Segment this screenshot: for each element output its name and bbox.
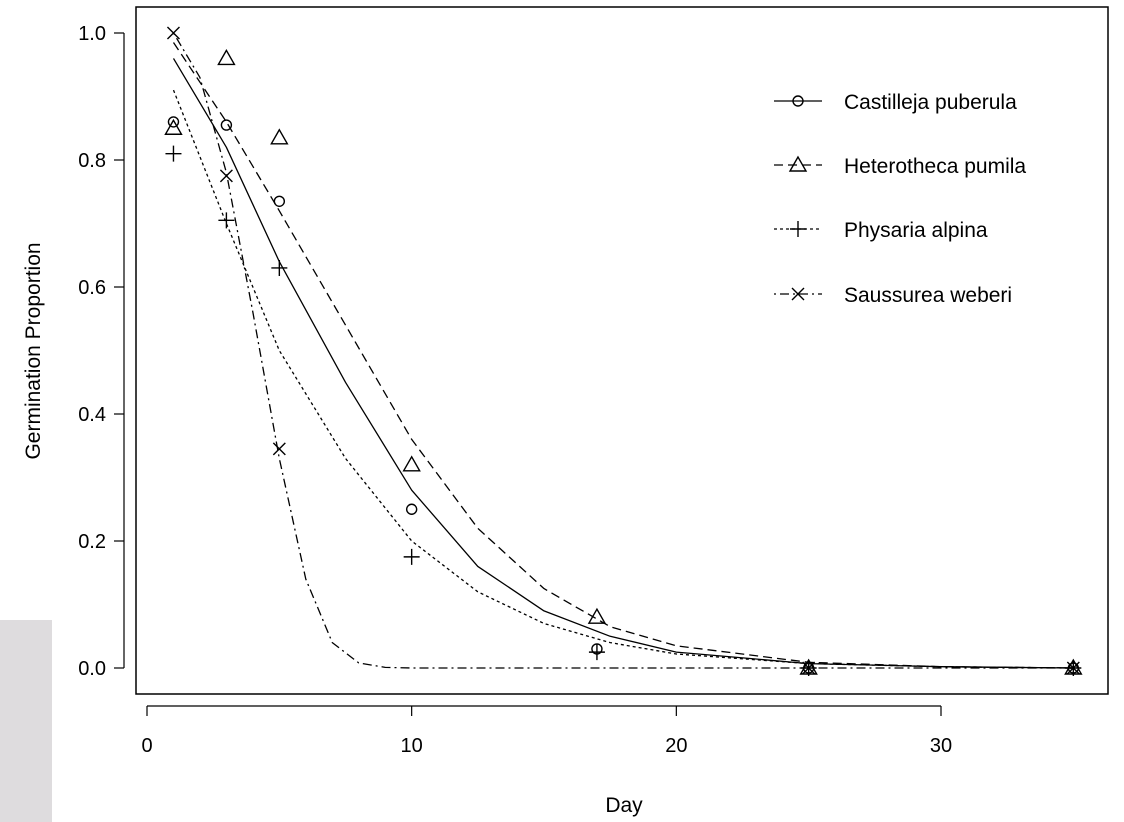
fit-curve-saussurea-weberi xyxy=(172,32,1074,669)
gray-background-block xyxy=(0,620,52,822)
legend-item-heterotheca-pumila: Heterotheca pumila xyxy=(774,155,1026,178)
y-axis-title: Germination Proportion xyxy=(22,242,45,459)
data-point-castilleja-puberula-1 xyxy=(220,119,233,131)
data-point-heterotheca-pumila-2 xyxy=(270,128,289,145)
legend-item-castilleja-puberula: Castilleja puberula xyxy=(774,91,1017,114)
legend-marker xyxy=(788,155,808,172)
legend-marker xyxy=(790,221,806,237)
fit-curve-heterotheca-pumila xyxy=(172,42,1074,669)
y-tick-label: 0.6 xyxy=(78,277,106,299)
y-tick-label: 0.2 xyxy=(78,531,106,553)
x-tick-label: 0 xyxy=(141,735,152,757)
y-axis: 0.0 0.2 0.4 0.6 0.8 1.0 Germination Prop… xyxy=(22,23,125,680)
legend: Castilleja puberula Heterotheca pumila P… xyxy=(774,91,1026,307)
data-point-castilleja-puberula-0 xyxy=(167,116,180,128)
data-point-saussurea-weberi-4 xyxy=(1066,661,1080,675)
data-point-physaria-alpina-3 xyxy=(403,548,420,565)
x-axis-title: Day xyxy=(605,794,643,817)
data-point-physaria-alpina-2 xyxy=(271,259,288,276)
legend-label: Castilleja puberula xyxy=(844,91,1017,114)
data-points xyxy=(164,26,1083,676)
x-tick-label: 30 xyxy=(930,735,952,757)
data-point-saussurea-weberi-2 xyxy=(272,442,286,456)
data-point-castilleja-puberula-2 xyxy=(273,195,286,207)
data-point-saussurea-weberi-0 xyxy=(166,26,180,40)
fit-curve-castilleja-puberula xyxy=(172,58,1074,669)
data-point-heterotheca-pumila-1 xyxy=(217,48,236,66)
data-point-physaria-alpina-0 xyxy=(165,145,182,162)
legend-marker xyxy=(791,287,805,301)
legend-marker xyxy=(792,95,804,107)
data-point-saussurea-weberi-3 xyxy=(802,661,816,675)
data-point-saussurea-weberi-1 xyxy=(219,169,233,183)
fit-curve-physaria-alpina xyxy=(172,89,1074,669)
y-tick-label: 0.4 xyxy=(78,404,106,426)
data-point-heterotheca-pumila-3 xyxy=(402,455,421,472)
fit-curves xyxy=(172,32,1074,669)
plot-frame xyxy=(135,6,1109,695)
data-point-physaria-alpina-4 xyxy=(588,644,605,661)
legend-label: Heterotheca pumila xyxy=(844,155,1026,178)
data-point-castilleja-puberula-3 xyxy=(405,503,418,515)
y-tick-label: 1.0 xyxy=(78,23,106,45)
data-point-physaria-alpina-1 xyxy=(218,212,235,229)
legend-label: Saussurea weberi xyxy=(844,284,1012,307)
x-tick-label: 10 xyxy=(401,735,423,757)
legend-item-physaria-alpina: Physaria alpina xyxy=(774,219,988,242)
y-tick-label: 0.0 xyxy=(78,658,106,680)
data-point-heterotheca-pumila-0 xyxy=(164,118,183,135)
x-axis: 0 10 20 30 Day xyxy=(141,705,952,817)
legend-label: Physaria alpina xyxy=(844,219,988,242)
x-tick-label: 20 xyxy=(665,735,687,757)
data-point-heterotheca-pumila-4 xyxy=(587,607,607,624)
y-tick-label: 0.8 xyxy=(78,150,106,172)
legend-item-saussurea-weberi: Saussurea weberi xyxy=(774,284,1012,307)
